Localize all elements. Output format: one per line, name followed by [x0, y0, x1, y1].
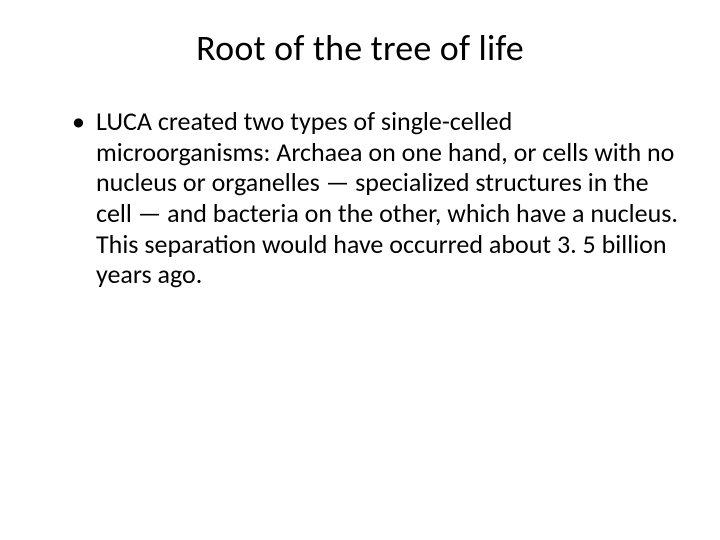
- list-item: LUCA created two types of single-celled …: [72, 106, 678, 290]
- slide: Root of the tree of life LUCA created tw…: [0, 0, 720, 540]
- bullet-list: LUCA created two types of single-celled …: [72, 106, 678, 290]
- slide-title: Root of the tree of life: [42, 26, 678, 70]
- slide-body: LUCA created two types of single-celled …: [42, 106, 678, 290]
- bullet-text: LUCA created two types of single-celled …: [96, 105, 678, 290]
